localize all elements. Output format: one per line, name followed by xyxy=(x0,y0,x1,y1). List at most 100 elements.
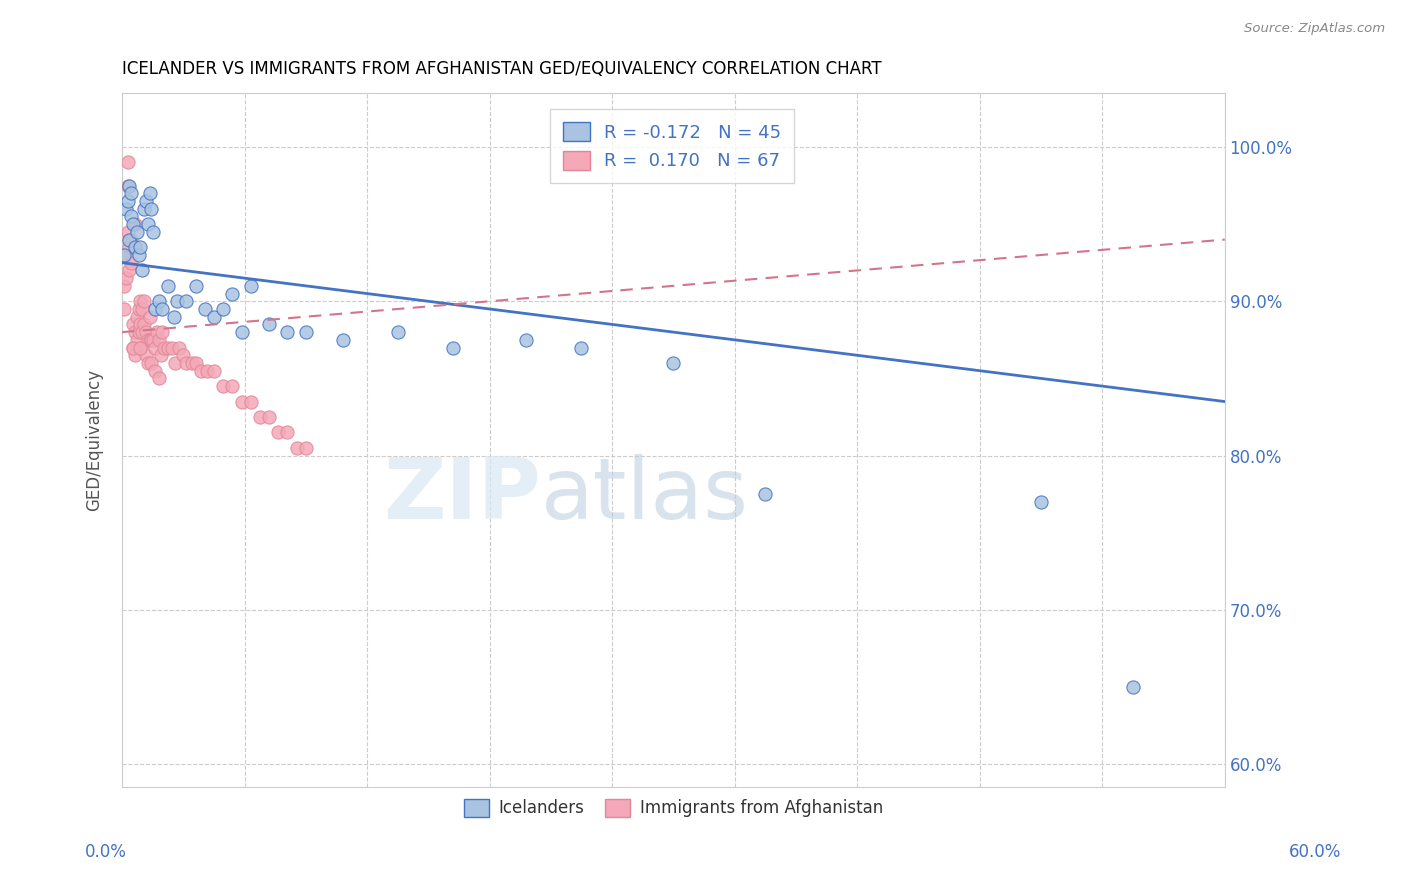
Point xyxy=(276,325,298,339)
Point xyxy=(129,294,152,309)
Text: 60.0%: 60.0% xyxy=(1288,843,1341,861)
Point xyxy=(143,364,166,378)
Point xyxy=(138,333,160,347)
Point xyxy=(117,194,139,208)
Point xyxy=(112,278,135,293)
Point xyxy=(136,356,159,370)
Legend: Icelanders, Immigrants from Afghanistan: Icelanders, Immigrants from Afghanistan xyxy=(457,792,890,824)
Point xyxy=(231,325,253,339)
Point xyxy=(135,194,157,208)
Point xyxy=(120,186,142,201)
Point xyxy=(120,210,142,224)
Point xyxy=(146,325,169,339)
Point xyxy=(180,356,202,370)
Point xyxy=(194,301,217,316)
Text: atlas: atlas xyxy=(541,454,749,537)
Point xyxy=(118,178,141,193)
Point xyxy=(221,379,243,393)
Point xyxy=(152,301,174,316)
Point xyxy=(122,217,145,231)
Point xyxy=(176,356,198,370)
Point xyxy=(148,371,170,385)
Point xyxy=(239,394,262,409)
Point xyxy=(662,356,685,370)
Point xyxy=(202,364,225,378)
Point xyxy=(120,233,142,247)
Point xyxy=(122,341,145,355)
Point xyxy=(165,356,187,370)
Point xyxy=(124,348,146,362)
Point xyxy=(156,341,179,355)
Point xyxy=(141,202,163,216)
Point xyxy=(124,325,146,339)
Point xyxy=(136,217,159,231)
Point xyxy=(285,441,308,455)
Point xyxy=(212,379,235,393)
Text: ICELANDER VS IMMIGRANTS FROM AFGHANISTAN GED/EQUIVALENCY CORRELATION CHART: ICELANDER VS IMMIGRANTS FROM AFGHANISTAN… xyxy=(122,60,882,78)
Point xyxy=(118,240,141,254)
Point xyxy=(249,409,271,424)
Y-axis label: GED/Equivalency: GED/Equivalency xyxy=(86,369,103,511)
Point xyxy=(122,318,145,332)
Point xyxy=(131,301,153,316)
Point xyxy=(135,348,157,362)
Text: Source: ZipAtlas.com: Source: ZipAtlas.com xyxy=(1244,22,1385,36)
Point xyxy=(122,341,145,355)
Point xyxy=(117,225,139,239)
Point xyxy=(120,256,142,270)
Point xyxy=(754,487,776,501)
Point xyxy=(132,294,155,309)
Point xyxy=(295,441,318,455)
Point xyxy=(135,325,157,339)
Point xyxy=(231,394,253,409)
Point xyxy=(136,333,159,347)
Point xyxy=(142,225,165,239)
Point xyxy=(125,333,148,347)
Point xyxy=(153,341,176,355)
Point xyxy=(176,294,198,309)
Point xyxy=(162,310,184,324)
Point xyxy=(114,248,136,262)
Point xyxy=(143,341,166,355)
Point xyxy=(1122,680,1144,694)
Point xyxy=(1029,495,1052,509)
Point xyxy=(295,325,318,339)
Point xyxy=(515,333,537,347)
Text: 0.0%: 0.0% xyxy=(84,843,127,861)
Point xyxy=(166,294,188,309)
Point xyxy=(195,364,218,378)
Point xyxy=(124,240,146,254)
Point xyxy=(117,178,139,193)
Point xyxy=(148,333,170,347)
Point xyxy=(125,310,148,324)
Point xyxy=(138,310,160,324)
Point xyxy=(184,278,207,293)
Point xyxy=(332,333,354,347)
Point xyxy=(184,356,207,370)
Point xyxy=(202,310,225,324)
Point xyxy=(124,217,146,231)
Point xyxy=(114,271,136,285)
Point xyxy=(132,202,155,216)
Point xyxy=(112,301,135,316)
Text: ZIP: ZIP xyxy=(384,454,541,537)
Point xyxy=(128,248,150,262)
Point xyxy=(267,425,290,440)
Point xyxy=(129,240,152,254)
Point xyxy=(142,333,165,347)
Point xyxy=(118,263,141,277)
Point xyxy=(132,318,155,332)
Point xyxy=(131,325,153,339)
Point xyxy=(441,341,464,355)
Point xyxy=(190,364,212,378)
Point xyxy=(112,248,135,262)
Point xyxy=(156,278,179,293)
Point xyxy=(276,425,298,440)
Point xyxy=(129,341,152,355)
Point xyxy=(114,202,136,216)
Point xyxy=(141,333,163,347)
Point xyxy=(221,286,243,301)
Point xyxy=(239,278,262,293)
Point xyxy=(141,356,163,370)
Point xyxy=(172,348,194,362)
